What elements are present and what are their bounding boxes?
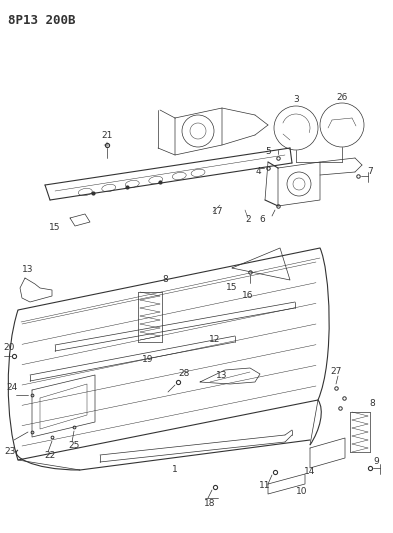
Text: 20: 20 <box>3 343 15 352</box>
Text: 14: 14 <box>304 467 316 477</box>
Text: 7: 7 <box>367 167 373 176</box>
Text: 10: 10 <box>296 488 308 497</box>
Text: 23: 23 <box>4 448 16 456</box>
Text: 13: 13 <box>22 265 34 274</box>
Text: 15: 15 <box>226 284 238 293</box>
Text: 12: 12 <box>209 335 221 344</box>
Text: 24: 24 <box>6 384 18 392</box>
Text: 1: 1 <box>172 465 178 474</box>
Text: 2: 2 <box>245 215 251 224</box>
Text: 25: 25 <box>68 441 80 450</box>
Text: 13: 13 <box>216 372 228 381</box>
Text: 15: 15 <box>49 223 61 232</box>
Text: 26: 26 <box>336 93 348 102</box>
Text: 8: 8 <box>162 276 168 285</box>
Text: 17: 17 <box>212 207 224 216</box>
Text: 11: 11 <box>259 481 271 490</box>
Text: 21: 21 <box>101 132 113 141</box>
Text: 8: 8 <box>369 400 375 408</box>
Text: 4: 4 <box>255 167 261 176</box>
Text: 22: 22 <box>44 451 56 461</box>
Text: 3: 3 <box>293 95 299 104</box>
Text: 9: 9 <box>373 457 379 466</box>
Text: 16: 16 <box>242 292 254 301</box>
Text: 28: 28 <box>178 369 190 378</box>
Text: 27: 27 <box>330 367 342 376</box>
Text: 19: 19 <box>142 356 154 365</box>
Text: 6: 6 <box>259 215 265 224</box>
Text: 8P13 200B: 8P13 200B <box>8 14 75 27</box>
Text: 5: 5 <box>265 148 271 157</box>
Text: 18: 18 <box>204 499 216 508</box>
